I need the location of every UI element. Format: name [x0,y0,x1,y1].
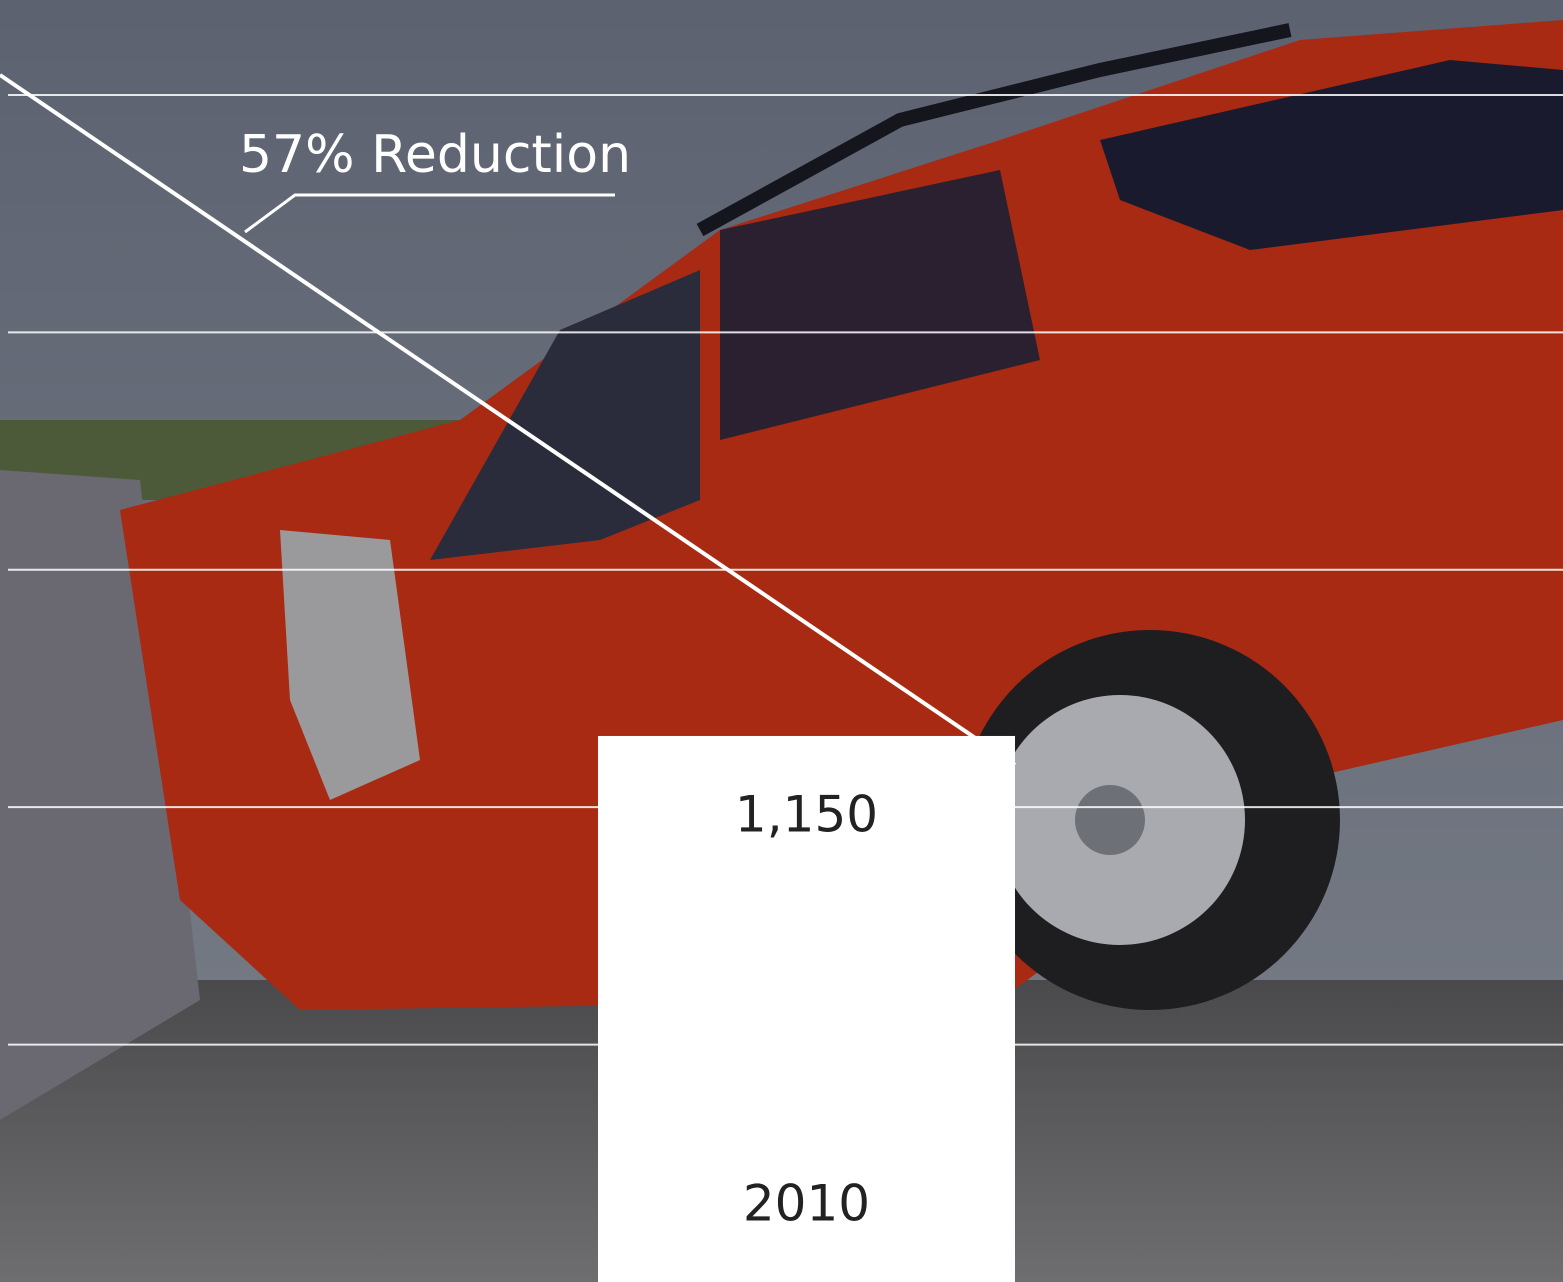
category-label: 2010 [743,1175,870,1233]
chart: 1,150 2010 57% Reduction [0,0,1563,1282]
bars: 1,150 2010 [598,736,1015,1282]
annotation: 57% Reduction [239,125,631,185]
value-label: 1,150 [735,785,878,843]
page: 1,1502010 57% Reduction (() => { const d… [0,0,1563,1282]
